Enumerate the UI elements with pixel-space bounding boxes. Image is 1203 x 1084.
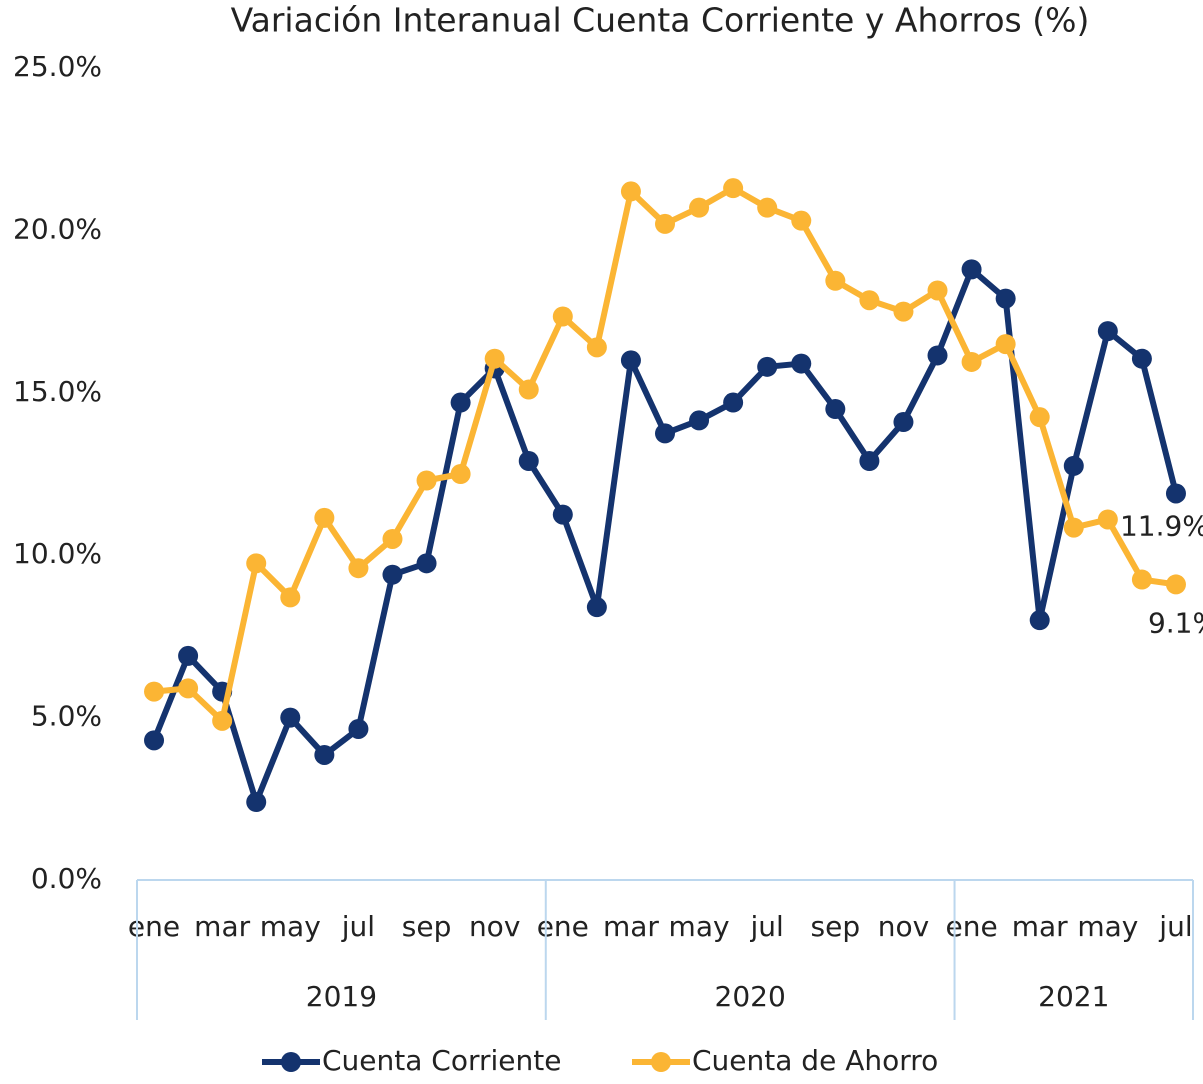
data-label: 11.9%	[1120, 509, 1203, 542]
data-point	[1131, 348, 1152, 369]
x-tick-label: mar	[194, 910, 250, 943]
data-point	[1029, 610, 1050, 631]
data-point	[825, 399, 846, 420]
data-point	[314, 744, 335, 765]
data-label: 9.1%	[1148, 606, 1203, 639]
data-point	[757, 197, 778, 218]
x-tick-label: jul	[1158, 910, 1192, 943]
data-point	[620, 350, 641, 371]
data-point	[961, 351, 982, 372]
data-point	[450, 464, 471, 484]
data-point	[1063, 455, 1084, 476]
data-point	[927, 280, 948, 301]
legend-swatch-marker	[281, 1052, 301, 1072]
data-point	[1165, 483, 1186, 504]
data-point	[552, 306, 573, 327]
data-point	[859, 451, 880, 472]
series-line	[151, 266, 1179, 806]
data-point	[484, 348, 505, 369]
data-point	[518, 379, 539, 400]
data-point	[1063, 517, 1084, 538]
data-point	[655, 213, 675, 234]
x-tick-label: jul	[750, 910, 784, 943]
data-point	[586, 597, 607, 618]
x-tick-label: may	[669, 910, 730, 943]
data-point	[757, 356, 778, 377]
data-point	[348, 718, 369, 739]
data-point	[246, 553, 267, 574]
data-point	[144, 681, 165, 702]
data-point	[995, 334, 1016, 355]
legend-swatch-marker	[651, 1052, 671, 1072]
data-point	[1131, 569, 1152, 590]
data-point	[961, 259, 982, 280]
y-tick-label: 0.0%	[31, 862, 102, 895]
x-tick-label: may	[1077, 910, 1138, 943]
data-point	[586, 337, 607, 358]
x-tick-label: sep	[402, 910, 452, 943]
data-point	[927, 345, 948, 366]
data-point	[1165, 574, 1186, 595]
data-point	[1029, 407, 1050, 428]
legend-label: Cuenta de Ahorro	[692, 1044, 938, 1077]
x-tick-label: ene	[945, 910, 997, 943]
data-point	[655, 423, 675, 444]
data-point	[1097, 509, 1118, 530]
data-point	[825, 270, 846, 291]
data-point	[246, 792, 267, 813]
x-tick-label: sep	[811, 910, 861, 943]
y-tick-label: 25.0%	[13, 50, 102, 83]
x-tick-label: may	[260, 910, 321, 943]
data-point	[893, 301, 914, 322]
x-group-label: 2021	[1038, 980, 1109, 1013]
y-tick-label: 15.0%	[13, 375, 102, 408]
data-point	[212, 710, 233, 731]
data-point	[620, 181, 641, 202]
x-tick-label: ene	[537, 910, 589, 943]
x-tick-label: ene	[128, 910, 180, 943]
legend-label: Cuenta Corriente	[322, 1044, 561, 1077]
data-point	[382, 528, 403, 549]
data-point	[791, 353, 812, 374]
data-point	[791, 210, 812, 231]
data-point	[416, 470, 437, 491]
data-point	[416, 553, 437, 574]
x-tick-label: jul	[341, 910, 375, 943]
data-point	[382, 564, 403, 585]
chart-title: Variación Interanual Cuenta Corriente y …	[231, 1, 1090, 40]
data-point	[280, 587, 301, 608]
x-tick-label: nov	[469, 910, 520, 943]
x-tick-label: mar	[1012, 910, 1068, 943]
data-point	[552, 504, 573, 525]
data-point	[689, 410, 710, 431]
data-point	[859, 290, 880, 311]
data-point	[348, 558, 369, 579]
data-point	[178, 645, 199, 666]
data-point	[723, 178, 744, 199]
data-point	[178, 678, 199, 699]
x-tick-label: mar	[603, 910, 659, 943]
data-point	[280, 707, 301, 728]
data-point	[314, 507, 335, 528]
y-tick-label: 5.0%	[31, 700, 102, 733]
x-group-label: 2019	[306, 980, 377, 1013]
data-point	[689, 197, 710, 218]
data-point	[518, 451, 539, 472]
y-tick-label: 10.0%	[13, 537, 102, 570]
x-group-label: 2020	[715, 980, 786, 1013]
data-point	[1097, 321, 1118, 342]
x-tick-label: nov	[878, 910, 929, 943]
data-point	[450, 392, 471, 413]
data-point	[144, 730, 165, 751]
data-point	[723, 392, 744, 413]
data-point	[995, 288, 1016, 309]
y-tick-label: 20.0%	[13, 212, 102, 245]
data-point	[893, 412, 914, 433]
